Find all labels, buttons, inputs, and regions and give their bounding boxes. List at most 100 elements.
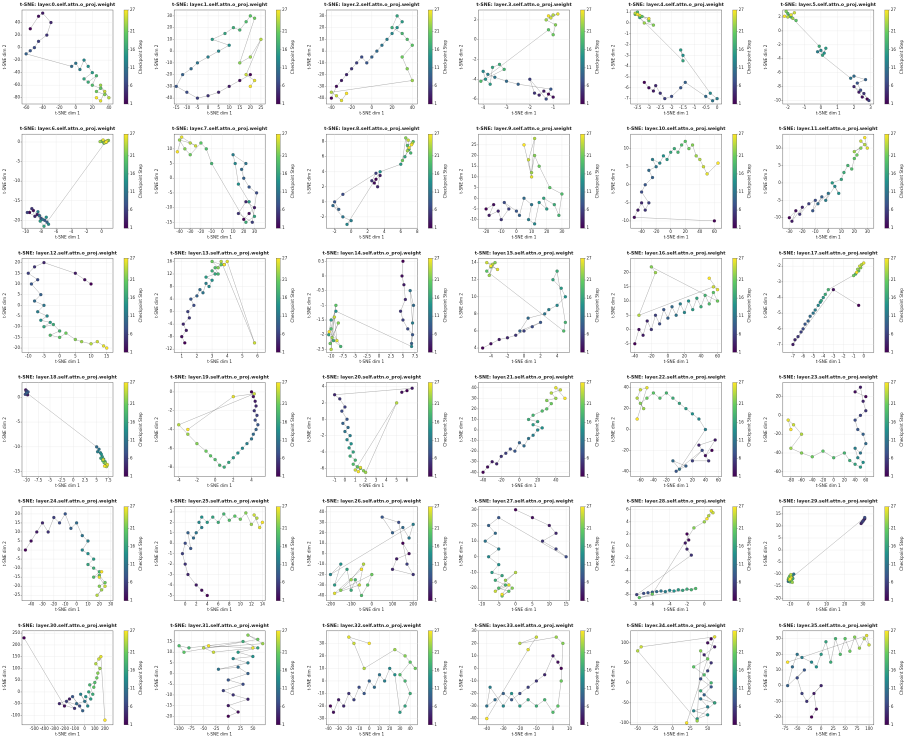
- point: [699, 649, 703, 653]
- point: [706, 669, 710, 673]
- y-tick-label: -15: [166, 219, 173, 224]
- colorbar-tick-label: 27: [739, 380, 745, 385]
- point: [194, 583, 198, 587]
- colorbar-tick-label: 27: [130, 628, 136, 633]
- x-tick-label: 40: [703, 478, 709, 483]
- point: [487, 213, 491, 217]
- point: [548, 185, 552, 190]
- point: [329, 90, 333, 94]
- point: [715, 288, 720, 292]
- x-axis-label: t-SNE dim 1: [207, 731, 232, 736]
- point: [706, 713, 710, 717]
- colorbar-tick-label: 27: [434, 131, 440, 136]
- point: [36, 278, 40, 282]
- y-tick-label: 2: [778, 14, 781, 19]
- subplot: t-SNE: layer.29.self.attn.o_proj.weight-…: [763, 499, 904, 613]
- y-tick-label: -40: [470, 469, 477, 474]
- x-tick-label: -40: [483, 726, 490, 731]
- point: [683, 80, 687, 84]
- x-tick-label: 0: [227, 726, 230, 731]
- y-axis-label: t-SNE dim 2: [611, 417, 616, 442]
- point: [706, 641, 710, 645]
- point: [240, 446, 245, 450]
- point: [645, 396, 649, 400]
- colorbar-label: Checkpoint Step: [138, 39, 143, 74]
- point: [177, 138, 182, 142]
- point: [92, 575, 96, 579]
- x-tick-label: 10: [227, 105, 233, 110]
- point: [188, 153, 192, 157]
- colorbar: [732, 382, 737, 477]
- point: [709, 661, 713, 665]
- y-tick-label: -5: [777, 310, 781, 315]
- point: [259, 37, 263, 41]
- x-tick-label: 0: [820, 105, 823, 110]
- colorbar-tick-label: 27: [434, 380, 440, 385]
- point: [349, 219, 353, 223]
- colorbar-tick-label: 11: [739, 562, 745, 567]
- x-tick-label: 0: [214, 478, 217, 483]
- colorbar: [580, 630, 585, 725]
- point: [813, 308, 817, 312]
- subplot: t-SNE: layer.27.self.attn.o_proj.weight-…: [459, 499, 600, 613]
- y-tick-label: -40: [318, 95, 325, 100]
- colorbar-tick-label: 11: [130, 437, 136, 442]
- point: [222, 263, 226, 267]
- point: [853, 418, 857, 422]
- x-tick-label: -100: [175, 726, 185, 731]
- x-tick-label: -30: [786, 229, 793, 234]
- point: [249, 437, 254, 441]
- x-tick-label: -6: [650, 602, 654, 607]
- subplot-title: t-SNE: layer.8.self.attn.o_proj.weight: [324, 126, 420, 132]
- y-tick-label: 20: [319, 530, 325, 535]
- point: [664, 391, 669, 395]
- x-tick-label: 0: [669, 229, 672, 234]
- subplot-title: t-SNE: layer.0.self.attn.o_proj.weight: [20, 2, 116, 8]
- point: [639, 190, 644, 194]
- point: [100, 570, 104, 574]
- point: [702, 653, 706, 657]
- x-tick-label: 20: [97, 602, 103, 607]
- point: [353, 458, 357, 462]
- colorbar-tick-label: 21: [587, 153, 593, 158]
- colorbar-label: Checkpoint Step: [899, 536, 904, 571]
- y-tick-label: 0: [778, 28, 781, 33]
- y-tick-label: 10: [319, 540, 325, 545]
- point: [529, 175, 534, 179]
- x-tick-label: -2.5: [58, 478, 66, 483]
- point: [790, 219, 794, 223]
- colorbar-tick-label: 16: [282, 668, 288, 673]
- colorbar-label: Checkpoint Step: [595, 288, 600, 323]
- y-tick-label: -30: [470, 459, 477, 464]
- point: [712, 219, 716, 223]
- point: [180, 135, 184, 139]
- point: [195, 294, 199, 298]
- point: [716, 161, 720, 165]
- point: [255, 413, 259, 417]
- point: [493, 589, 497, 593]
- x-tick-label: -40: [328, 105, 335, 110]
- point: [642, 80, 646, 84]
- y-tick-label: -5: [16, 556, 20, 561]
- colorbar-tick-label: 27: [739, 255, 745, 260]
- colorbar-tick-label: 6: [891, 331, 894, 336]
- y-tick-label: -10: [774, 98, 781, 103]
- y-tick-label: -6: [625, 579, 629, 584]
- y-tick-label: -3: [625, 52, 629, 57]
- point: [531, 433, 535, 437]
- point: [95, 450, 100, 454]
- y-tick-label: 10: [471, 416, 477, 421]
- x-tick-label: 1: [354, 478, 357, 483]
- point: [635, 417, 639, 421]
- point: [407, 536, 411, 540]
- x-tick-label: 2.5: [82, 478, 89, 483]
- point: [99, 655, 103, 659]
- point: [863, 136, 867, 140]
- point: [41, 11, 45, 15]
- point: [518, 704, 522, 708]
- point: [556, 660, 560, 664]
- point: [242, 217, 246, 221]
- point: [408, 289, 412, 293]
- colorbar-tick-label: 27: [130, 504, 136, 509]
- point: [339, 344, 343, 349]
